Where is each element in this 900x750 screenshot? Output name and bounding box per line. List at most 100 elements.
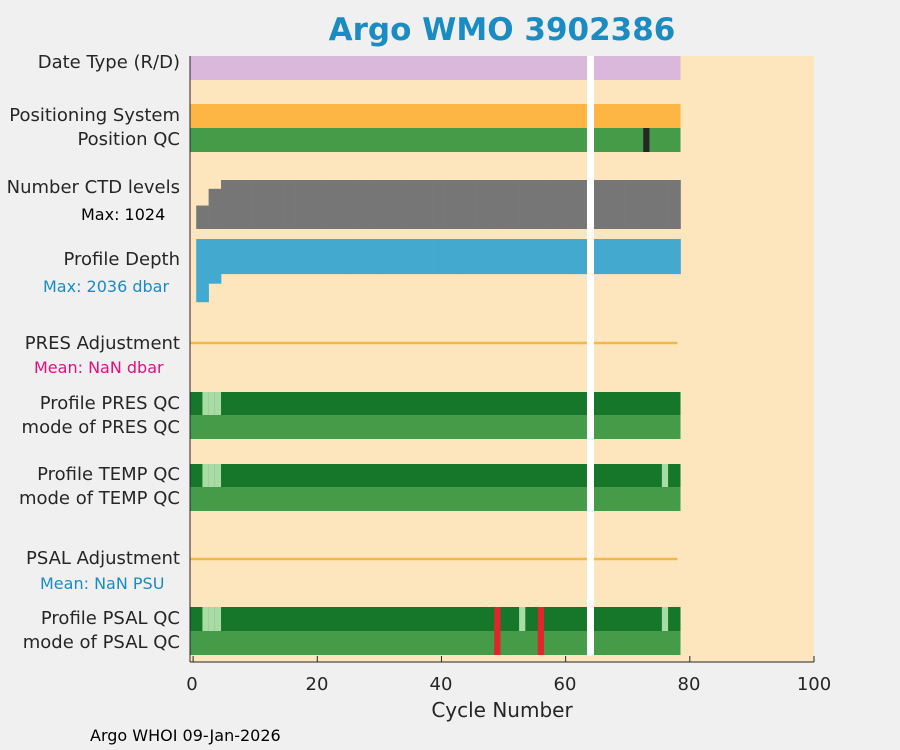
label-profile-pres-qc: Profile PRES QC [39,393,180,414]
profile-depth-bar-15 [283,239,290,275]
ctd-levels-bar-4 [214,188,222,229]
ctd-levels-bar-27 [357,180,365,229]
profile-depth-bar-61 [568,239,576,275]
qc-flag-profile-psal-qc-56 [537,607,544,631]
ctd-levels-bar-34 [401,180,408,229]
profile-depth-bar-56 [537,239,545,275]
ctd-levels-bar-73 [643,180,650,229]
label-profile-psal-qc: Profile PSAL QC [40,608,180,629]
ctd-levels-bar-61 [568,180,576,229]
ctd-levels-bar-57 [543,180,551,229]
qc-flag-profile-psal-qc-3 [208,607,215,631]
ctd-levels-bar-12 [264,180,272,229]
qc-flag-mode-psal-qc-56 [537,631,544,655]
ctd-levels-bar-41 [444,180,452,229]
profile-depth-bar-18 [301,239,309,275]
label-profile-depth: Profile Depth [63,249,180,270]
ctd-levels-bar-22 [326,180,334,229]
ctd-levels-bar-38 [425,180,433,229]
qc-flag-profile-pres-qc-2 [202,392,209,415]
ctd-levels-bar-16 [289,180,296,229]
profile-depth-bar-7 [233,239,240,275]
chart-marks [190,56,681,656]
profile-depth-bar-30 [376,239,383,275]
label-date-type: Date Type (R/D) [37,52,180,73]
profile-depth-bar-20 [314,239,321,275]
profile-depth-bar-10 [252,239,259,275]
row-bar-profile-psal-qc [190,607,681,631]
ctd-levels-bar-35 [407,180,414,229]
ctd-levels-bar-62 [574,180,582,229]
ctd-levels-bar-46 [475,180,483,229]
ctd-levels-bar-77 [668,180,675,229]
qc-flag-profile-psal-qc-53 [519,607,526,631]
profile-depth-bar-34 [401,239,408,275]
ctd-levels-bar-53 [519,180,526,229]
ctd-levels-bar-48 [488,180,495,229]
ctd-levels-bar-2 [202,205,209,229]
label-psal-adjustment: PSAL Adjustment [25,548,180,569]
profile-depth-bar-71 [630,239,638,275]
row-bar-date-type [190,56,681,80]
label-position-qc: Position QC [77,129,180,150]
profile-depth-bar-77 [668,239,675,275]
ctd-levels-bar-3 [208,188,216,229]
ctd-levels-bar-14 [276,180,284,229]
profile-depth-bar-62 [574,239,582,275]
x-tick-label: 40 [429,674,453,695]
pres-mean-note: Mean: NaN dbar [34,358,164,377]
ctd-levels-bar-47 [481,180,489,229]
ctd-levels-bar-1 [196,205,203,229]
ctd-levels-bar-8 [239,180,247,229]
profile-depth-bar-38 [425,239,433,275]
ctd-levels-bar-43 [456,180,464,229]
profile-depth-bar-25 [345,239,352,275]
ctd-levels-bar-40 [438,180,445,229]
profile-depth-bar-41 [444,239,452,275]
row-bar-position-qc [190,128,681,152]
profile-depth-bar-26 [351,239,358,275]
profile-depth-bar-59 [556,239,563,275]
profile-depth-bar-48 [488,239,495,275]
x-tick-label: 100 [796,674,832,695]
profile-depth-bar-12 [264,239,272,275]
ctd-levels-bar-6 [227,180,234,229]
profile-depth-bar-49 [494,239,501,275]
ctd-levels-bar-72 [637,180,644,229]
qc-flag-profile-pres-qc-3 [208,392,215,415]
label-mode-pres-qc: mode of PRES QC [21,417,180,438]
ctd-levels-bar-69 [618,180,625,229]
ctd-levels-bar-70 [624,180,632,229]
profile-depth-bar-17 [295,239,303,275]
profile-depth-bar-68 [612,239,619,275]
profile-depth-bar-6 [227,239,234,275]
profile-depth-bar-24 [339,239,346,275]
profile-depth-bar-69 [618,239,625,275]
profile-depth-bar-75 [655,239,663,275]
profile-depth-bar-51 [506,239,514,275]
profile-depth-bar-66 [599,239,607,275]
ctd-levels-bar-68 [612,180,619,229]
depth-max-note: Max: 2036 dbar [43,277,170,296]
ctd-levels-bar-75 [655,180,663,229]
ctd-levels-bar-13 [270,180,278,229]
label-mode-temp-qc: mode of TEMP QC [18,488,180,509]
profile-depth-bar-74 [649,239,656,275]
ctd-levels-bar-51 [506,180,514,229]
profile-depth-bar-39 [432,239,439,275]
ctd-levels-bar-21 [320,180,327,229]
profile-depth-bar-50 [500,239,507,275]
profile-depth-bar-5 [221,239,228,275]
ctd-levels-bar-26 [351,180,358,229]
ctd-levels-bar-76 [661,180,669,229]
profile-depth-bar-65 [593,239,601,275]
qc-flag-profile-psal-qc-4 [214,607,222,631]
profile-depth-bar-28 [363,239,371,275]
qc-flag-profile-psal-qc-2 [202,607,209,631]
profile-depth-bar-46 [475,239,483,275]
profile-depth-bar-29 [370,239,377,275]
psal-mean-note: Mean: NaN PSU [40,574,165,593]
ctd-levels-bar-15 [283,180,290,229]
ctd-levels-bar-45 [469,180,476,229]
ctd-levels-bar-7 [233,180,240,229]
